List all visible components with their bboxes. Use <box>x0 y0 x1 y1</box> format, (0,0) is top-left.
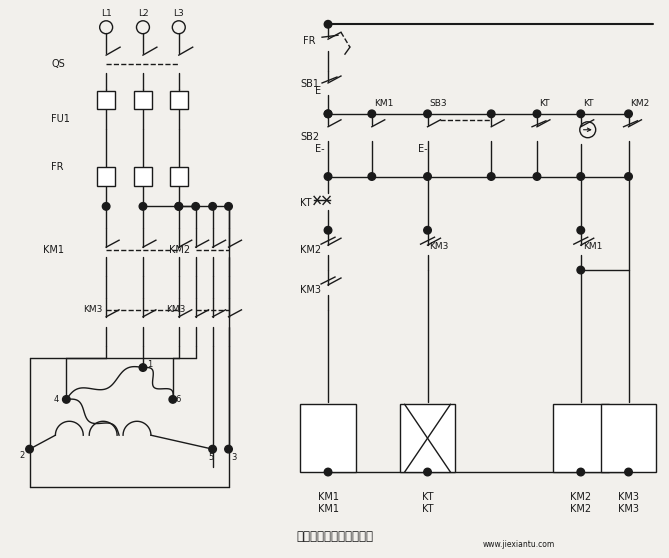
Circle shape <box>324 227 332 234</box>
Text: KM3: KM3 <box>166 305 185 314</box>
Text: FR: FR <box>52 162 64 171</box>
Text: KT: KT <box>421 492 434 502</box>
Text: KM1: KM1 <box>374 99 393 108</box>
Text: KM1: KM1 <box>43 245 64 255</box>
Text: E-: E- <box>417 143 427 153</box>
Circle shape <box>63 396 70 403</box>
Circle shape <box>577 227 585 234</box>
Text: SB1: SB1 <box>300 79 319 89</box>
Circle shape <box>625 173 632 180</box>
Text: KM3: KM3 <box>83 305 102 314</box>
Text: KM1: KM1 <box>318 492 339 502</box>
Circle shape <box>324 21 332 28</box>
Text: 6: 6 <box>176 395 181 404</box>
Circle shape <box>192 203 199 210</box>
Circle shape <box>423 110 432 118</box>
Text: www.jiexiantu.com: www.jiexiantu.com <box>483 540 555 549</box>
Bar <box>134 91 152 109</box>
Text: KM3: KM3 <box>429 242 449 251</box>
Text: KM2: KM2 <box>169 245 190 255</box>
Circle shape <box>324 110 332 118</box>
Circle shape <box>577 266 585 274</box>
Bar <box>170 91 188 109</box>
Circle shape <box>488 110 495 118</box>
Text: L3: L3 <box>173 9 184 18</box>
Text: KM2: KM2 <box>570 504 591 514</box>
Text: 4: 4 <box>54 395 59 404</box>
Text: KM1: KM1 <box>583 242 602 251</box>
Circle shape <box>324 110 332 118</box>
Circle shape <box>25 445 33 453</box>
Circle shape <box>625 110 632 118</box>
Text: KM1: KM1 <box>318 504 339 514</box>
Text: SB3: SB3 <box>429 99 447 108</box>
Text: E-: E- <box>315 143 324 153</box>
Circle shape <box>423 468 432 476</box>
Circle shape <box>139 364 147 371</box>
Circle shape <box>225 445 232 453</box>
Circle shape <box>139 203 147 210</box>
Text: FU1: FU1 <box>52 114 70 124</box>
Text: KT: KT <box>421 504 434 514</box>
Bar <box>399 405 456 472</box>
Text: SB2: SB2 <box>300 132 319 142</box>
Bar <box>300 405 356 472</box>
Text: L2: L2 <box>138 9 149 18</box>
Circle shape <box>577 468 585 476</box>
Bar <box>134 166 152 186</box>
Circle shape <box>577 110 585 118</box>
Circle shape <box>533 110 541 118</box>
Bar <box>170 166 188 186</box>
Text: QS: QS <box>52 59 65 69</box>
Text: L1: L1 <box>101 9 112 18</box>
Circle shape <box>368 110 375 118</box>
Circle shape <box>225 203 232 210</box>
Circle shape <box>423 227 432 234</box>
Circle shape <box>102 203 110 210</box>
Bar <box>97 166 115 186</box>
Circle shape <box>209 445 216 453</box>
Circle shape <box>533 173 541 180</box>
Text: KM2: KM2 <box>570 492 591 502</box>
Text: FR: FR <box>303 36 316 46</box>
Text: KM3: KM3 <box>618 504 639 514</box>
Text: KM2: KM2 <box>630 99 650 108</box>
Text: 1: 1 <box>147 360 152 369</box>
Text: KM3: KM3 <box>618 492 639 502</box>
Bar <box>601 405 656 472</box>
Bar <box>553 405 609 472</box>
Text: 2: 2 <box>19 451 25 460</box>
Text: KM3: KM3 <box>300 285 321 295</box>
Circle shape <box>368 173 375 180</box>
Circle shape <box>175 203 183 210</box>
Text: KT: KT <box>300 199 312 208</box>
Text: 3: 3 <box>231 453 237 461</box>
Text: KT: KT <box>583 99 593 108</box>
Circle shape <box>488 173 495 180</box>
Circle shape <box>324 173 332 180</box>
Text: KT: KT <box>539 99 549 108</box>
Circle shape <box>577 173 585 180</box>
Circle shape <box>324 468 332 476</box>
Circle shape <box>169 396 177 403</box>
Bar <box>97 91 115 109</box>
Circle shape <box>625 468 632 476</box>
Circle shape <box>209 203 216 210</box>
Text: E: E <box>315 86 321 96</box>
Text: KM2: KM2 <box>300 245 321 255</box>
Text: 5: 5 <box>209 453 214 461</box>
Circle shape <box>423 173 432 180</box>
Circle shape <box>175 203 183 210</box>
Text: 双速电动机调速控制线路: 双速电动机调速控制线路 <box>296 530 373 543</box>
